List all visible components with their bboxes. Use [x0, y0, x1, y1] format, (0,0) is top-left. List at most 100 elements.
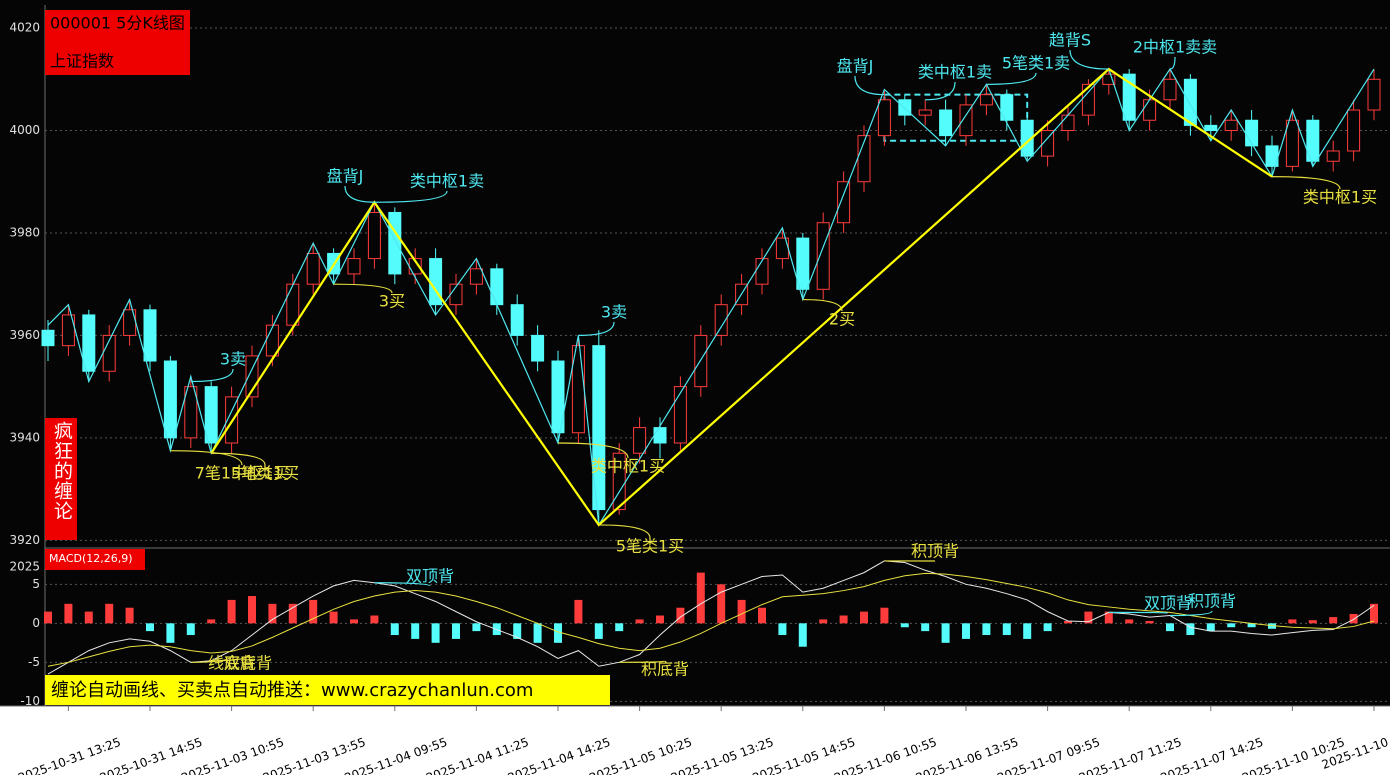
- macd-bar: [390, 623, 399, 636]
- macd-bar: [268, 603, 277, 624]
- candle-body: [143, 309, 157, 362]
- candle-body: [388, 211, 402, 275]
- macd-bar: [758, 607, 766, 624]
- candle-body: [1285, 119, 1299, 167]
- macd-bar: [288, 603, 297, 624]
- annotation: 双顶背: [406, 567, 454, 586]
- macd-bar: [227, 599, 236, 624]
- candle-body: [1347, 109, 1361, 152]
- y-tick-label: 3920: [9, 533, 40, 547]
- annotation-arrow: [374, 582, 431, 587]
- candle-body: [490, 268, 504, 306]
- macd-bar: [146, 623, 154, 632]
- macd-bar: [1308, 620, 1317, 624]
- macd-bar: [1247, 623, 1256, 628]
- macd-bar: [737, 599, 746, 624]
- candle-body: [367, 211, 381, 260]
- macd-bar: [207, 619, 216, 624]
- macd-bar: [941, 623, 950, 643]
- side-label: 疯狂的缠论: [51, 421, 73, 521]
- macd-bar: [248, 596, 256, 624]
- annotation: 3卖: [601, 303, 627, 322]
- y-tick-label: 0: [32, 616, 40, 630]
- candle-body: [1367, 78, 1381, 111]
- macd-bar: [1023, 623, 1032, 639]
- annotation-arrow: [598, 524, 651, 539]
- annotation-arrow: [578, 321, 615, 337]
- axis-note: 2025: [9, 560, 40, 574]
- stroke-line: [47, 67, 1375, 527]
- annotation: 盘背J: [327, 167, 364, 186]
- macd-title: MACD(12,26,9): [49, 552, 133, 565]
- macd-bar: [778, 623, 787, 636]
- macd-bar: [676, 607, 685, 624]
- y-tick-label: -10: [20, 694, 40, 708]
- candle-body: [1020, 119, 1034, 157]
- macd-bar: [554, 623, 562, 643]
- macd-bar: [880, 607, 889, 624]
- annotation: 5笔类1买: [231, 464, 299, 483]
- candle-body: [939, 109, 953, 137]
- y-tick-label: 3960: [9, 328, 40, 342]
- macd-bar: [1125, 619, 1134, 624]
- macd-bar: [574, 599, 583, 624]
- macd-bar: [309, 599, 318, 624]
- candle-body: [918, 109, 932, 116]
- candle-body: [1081, 83, 1095, 116]
- candle-body: [551, 360, 565, 434]
- macd-bar: [125, 607, 134, 624]
- annotation-arrow: [1108, 611, 1169, 614]
- header-index: 上证指数: [50, 52, 114, 71]
- macd-bar: [615, 623, 624, 632]
- annotation-arrow: [333, 283, 393, 294]
- macd-bar: [1064, 620, 1072, 624]
- macd-line: [47, 572, 1375, 667]
- candle-body: [653, 427, 667, 444]
- macd-bar: [635, 619, 644, 624]
- annotation: 5笔类1卖: [1002, 54, 1070, 73]
- macd-bar: [411, 623, 420, 639]
- macd-bar: [860, 611, 868, 624]
- header-box: [45, 10, 190, 75]
- annotation-arrow: [190, 368, 234, 383]
- y-tick-label: -5: [28, 655, 40, 669]
- annotation: 2中枢1卖卖: [1133, 38, 1217, 57]
- candle-body: [1245, 119, 1259, 147]
- macd-bar: [839, 615, 848, 624]
- candle-body: [877, 99, 891, 137]
- candle-body: [1306, 119, 1320, 162]
- candle-body: [592, 345, 606, 511]
- annotation-arrow: [619, 660, 666, 663]
- annotation: 类中枢1买: [1303, 188, 1377, 207]
- annotation: 双顶背: [1144, 594, 1192, 613]
- macd-bar: [1084, 611, 1093, 624]
- annotation: 盘背J: [837, 57, 874, 76]
- macd-bar: [329, 611, 338, 624]
- header-title: 000001 5分K线图: [50, 14, 185, 33]
- annotation-arrow: [557, 442, 629, 459]
- annotation-arrow: [374, 190, 448, 203]
- annotation-arrow: [344, 185, 375, 203]
- y-tick-label: 3940: [9, 430, 40, 444]
- annotation: 2买: [829, 310, 855, 329]
- macd-bar: [696, 572, 705, 624]
- macd-bar: [452, 623, 460, 639]
- macd-bar: [1227, 623, 1236, 628]
- macd-bar: [1002, 623, 1011, 636]
- macd-bar: [64, 603, 73, 624]
- macd-bar: [533, 623, 542, 643]
- macd-bar: [186, 623, 195, 636]
- candle-body: [1102, 73, 1116, 85]
- macd-label-box: [45, 549, 145, 570]
- candle-body: [1163, 78, 1177, 101]
- macd-bar: [105, 603, 114, 624]
- candle-body: [1204, 124, 1218, 132]
- macd-bar: [1145, 620, 1154, 624]
- annotation-arrow: [170, 450, 243, 466]
- candle-body: [41, 329, 55, 347]
- macd-line: [47, 560, 1375, 675]
- candle-body: [1041, 130, 1055, 157]
- annotation-arrow: [986, 72, 1037, 86]
- annotation-arrow: [1069, 49, 1109, 70]
- macd-bar: [166, 623, 175, 643]
